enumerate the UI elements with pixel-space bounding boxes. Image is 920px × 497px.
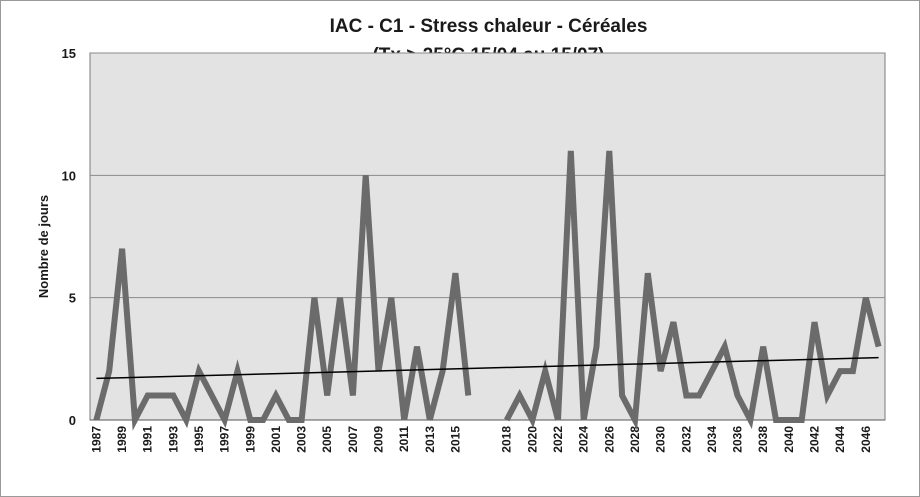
x-tick-label: 2001	[269, 426, 283, 453]
y-tick-label: 10	[62, 168, 76, 183]
gridlines	[90, 52, 885, 421]
x-tick-label: 2036	[731, 426, 745, 453]
y-tick-label: 0	[69, 413, 76, 428]
y-axis-ticks: 0 5 10 15	[62, 46, 76, 428]
x-tick-label: 2042	[807, 426, 821, 453]
x-tick-label: 2013	[423, 426, 437, 453]
x-tick-label: 2015	[448, 426, 462, 453]
x-tick-label: 1999	[243, 426, 257, 453]
x-tick-label: 2030	[654, 426, 668, 453]
series-line	[93, 150, 882, 431]
x-tick-label: 2022	[551, 426, 565, 453]
x-tick-label: 1987	[89, 426, 103, 453]
x-tick-label: 2034	[705, 426, 719, 453]
x-tick-label: 2007	[346, 426, 360, 453]
x-tick-label: 1991	[141, 426, 155, 453]
y-axis-label: Nombre de jours	[36, 195, 51, 298]
x-tick-label: 2046	[859, 426, 873, 453]
x-tick-label: 2032	[679, 426, 693, 453]
x-tick-label: 1997	[218, 426, 232, 453]
x-tick-label: 2003	[295, 426, 309, 453]
x-tick-label: 2040	[782, 426, 796, 453]
x-tick-label: 2028	[628, 426, 642, 453]
x-tick-label: 2038	[756, 426, 770, 453]
x-tick-label: 1995	[192, 426, 206, 453]
x-tick-label: 1989	[115, 426, 129, 453]
x-tick-label: 2018	[500, 426, 514, 453]
trend-line	[96, 356, 879, 380]
x-tick-label: 1993	[166, 426, 180, 453]
plot-area	[89, 52, 886, 421]
x-tick-label: 2005	[320, 426, 334, 453]
x-tick-label: 2009	[372, 426, 386, 453]
x-tick-label: 2026	[602, 426, 616, 453]
x-tick-label: 2011	[397, 426, 411, 452]
x-axis-ticks: 1987 1989 1991 1993 1995 1997 1999 2001 2003 2005…	[89, 426, 872, 453]
y-tick-label: 15	[62, 46, 76, 61]
x-tick-label: 2044	[833, 426, 847, 453]
x-tick-label: 2024	[577, 426, 591, 453]
y-tick-label: 5	[69, 291, 76, 306]
chart-title: IAC - C1 - Stress chaleur - Céréales	[329, 16, 648, 37]
x-tick-label: 2020	[525, 426, 539, 453]
